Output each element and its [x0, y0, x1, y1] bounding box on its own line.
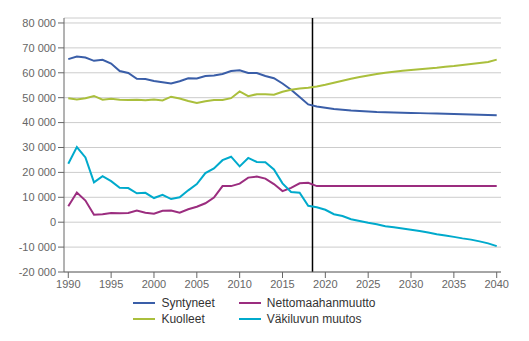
svg-text:2000: 2000 [142, 278, 166, 290]
svg-text:-10 000: -10 000 [19, 241, 56, 253]
svg-text:1990: 1990 [56, 278, 80, 290]
svg-text:2025: 2025 [356, 278, 380, 290]
svg-text:0: 0 [50, 216, 56, 228]
svg-text:2030: 2030 [399, 278, 423, 290]
html-text:Kuolleet: Kuolleet [161, 312, 205, 326]
svg-text:60 000: 60 000 [22, 67, 56, 79]
svg-text:2010: 2010 [227, 278, 251, 290]
html-text:Väkiluvun muutos: Väkiluvun muutos [266, 312, 362, 326]
svg-text:2035: 2035 [442, 278, 466, 290]
html-text:Syntyneet: Syntyneet [161, 296, 215, 310]
svg-text:20 000: 20 000 [22, 166, 56, 178]
svg-text:40 000: 40 000 [22, 116, 56, 128]
svg-text:30 000: 30 000 [22, 141, 56, 153]
svg-text:2040: 2040 [484, 278, 508, 290]
svg-text:2015: 2015 [270, 278, 294, 290]
svg-text:50 000: 50 000 [22, 92, 56, 104]
html-text:Nettomaahanmuutto: Nettomaahanmuutto [266, 296, 376, 310]
svg-text:-20 000: -20 000 [19, 266, 56, 278]
svg-text:2020: 2020 [313, 278, 337, 290]
svg-text:1995: 1995 [99, 278, 123, 290]
svg-text:2005: 2005 [185, 278, 209, 290]
svg-text:80 000: 80 000 [22, 17, 56, 29]
svg-text:10 000: 10 000 [22, 191, 56, 203]
svg-text:70 000: 70 000 [22, 42, 56, 54]
